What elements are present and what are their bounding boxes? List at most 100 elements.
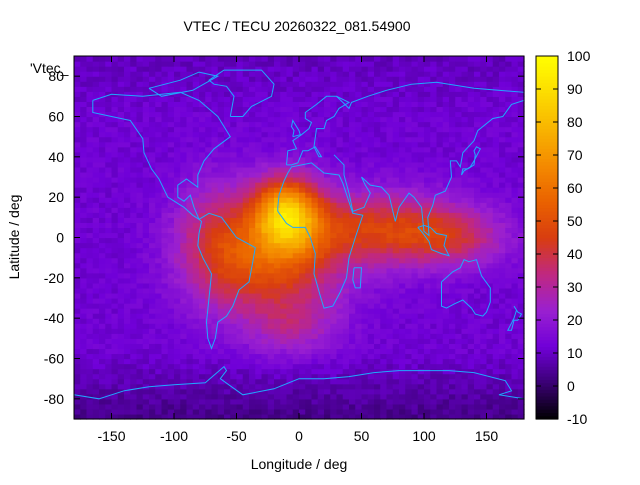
heatmap-cell bbox=[386, 242, 394, 249]
heatmap-cell bbox=[461, 313, 469, 319]
heatmap-cell bbox=[449, 232, 456, 239]
heatmap-cell bbox=[342, 76, 350, 82]
heatmap-cell bbox=[249, 81, 256, 87]
heatmap-cell bbox=[167, 207, 175, 213]
heatmap-cell bbox=[336, 383, 344, 390]
heatmap-cell bbox=[449, 126, 456, 133]
heatmap-cell bbox=[280, 182, 288, 188]
heatmap-cell bbox=[192, 227, 200, 234]
heatmap-cell bbox=[342, 393, 350, 400]
heatmap-cell bbox=[442, 161, 450, 168]
heatmap-cell bbox=[242, 363, 250, 370]
heatmap-cell bbox=[430, 348, 438, 355]
heatmap-cell bbox=[161, 146, 169, 153]
heatmap-cell bbox=[430, 313, 438, 319]
heatmap-cell bbox=[324, 403, 331, 410]
heatmap-cell bbox=[161, 227, 169, 234]
heatmap-cell bbox=[174, 171, 181, 178]
heatmap-cell bbox=[167, 308, 175, 314]
heatmap-cell bbox=[317, 202, 325, 208]
heatmap-cell bbox=[399, 272, 406, 279]
heatmap-cell bbox=[405, 146, 413, 153]
heatmap-cell bbox=[449, 222, 456, 229]
heatmap-cell bbox=[411, 343, 419, 350]
heatmap-cell bbox=[124, 171, 131, 178]
heatmap-cell bbox=[217, 333, 225, 339]
heatmap-cell bbox=[167, 171, 175, 178]
heatmap-cell bbox=[461, 146, 469, 153]
heatmap-cell bbox=[174, 292, 181, 299]
heatmap-cell bbox=[455, 242, 463, 249]
heatmap-cell bbox=[405, 303, 413, 309]
heatmap-cell bbox=[455, 166, 463, 173]
heatmap-cell bbox=[217, 272, 225, 279]
heatmap-cell bbox=[480, 171, 488, 178]
heatmap-cell bbox=[236, 257, 244, 264]
heatmap-cell bbox=[180, 413, 188, 420]
heatmap-cell bbox=[292, 343, 300, 350]
heatmap-cell bbox=[142, 166, 150, 173]
heatmap-cell bbox=[124, 247, 131, 254]
heatmap-cell bbox=[224, 151, 231, 158]
heatmap-cell bbox=[74, 313, 81, 319]
heatmap-cell bbox=[492, 378, 500, 385]
heatmap-cell bbox=[99, 192, 106, 198]
heatmap-cell bbox=[236, 277, 244, 284]
heatmap-cell bbox=[417, 96, 425, 102]
heatmap-cell bbox=[230, 131, 238, 138]
heatmap-cell bbox=[80, 91, 88, 97]
heatmap-cell bbox=[199, 378, 206, 385]
heatmap-cell bbox=[380, 91, 388, 97]
heatmap-cell bbox=[455, 262, 463, 269]
heatmap-cell bbox=[480, 247, 488, 254]
heatmap-cell bbox=[455, 247, 463, 254]
heatmap-cell bbox=[449, 398, 456, 405]
heatmap-cell bbox=[430, 121, 438, 128]
heatmap-cell bbox=[486, 207, 494, 213]
heatmap-cell bbox=[124, 378, 131, 385]
heatmap-cell bbox=[286, 227, 294, 234]
heatmap-cell bbox=[430, 333, 438, 339]
heatmap-cell bbox=[399, 277, 406, 284]
heatmap-cell bbox=[205, 398, 213, 405]
heatmap-cell bbox=[361, 403, 369, 410]
heatmap-cell bbox=[286, 328, 294, 334]
heatmap-cell bbox=[155, 187, 163, 193]
heatmap-cell bbox=[424, 408, 431, 415]
heatmap-cell bbox=[349, 106, 356, 113]
heatmap-cell bbox=[330, 182, 338, 188]
heatmap-cell bbox=[99, 91, 106, 97]
heatmap-cell bbox=[167, 192, 175, 198]
heatmap-cell bbox=[399, 91, 406, 97]
heatmap-cell bbox=[486, 202, 494, 208]
heatmap-cell bbox=[480, 91, 488, 97]
heatmap-cell bbox=[305, 61, 313, 67]
heatmap-cell bbox=[242, 247, 250, 254]
heatmap-cell bbox=[80, 388, 88, 395]
heatmap-cell bbox=[499, 207, 506, 213]
heatmap-cell bbox=[461, 56, 469, 62]
heatmap-cell bbox=[336, 398, 344, 405]
heatmap-cell bbox=[161, 262, 169, 269]
heatmap-cell bbox=[205, 166, 213, 173]
heatmap-cell bbox=[336, 333, 344, 339]
heatmap-cell bbox=[461, 282, 469, 289]
heatmap-cell bbox=[111, 56, 119, 62]
heatmap-cell bbox=[199, 202, 206, 208]
heatmap-cell bbox=[161, 71, 169, 77]
heatmap-cell bbox=[99, 277, 106, 284]
heatmap-cell bbox=[186, 292, 194, 299]
heatmap-cell bbox=[255, 348, 263, 355]
heatmap-cell bbox=[99, 197, 106, 203]
heatmap-cell bbox=[211, 166, 219, 173]
heatmap-cell bbox=[430, 171, 438, 178]
heatmap-cell bbox=[117, 66, 125, 72]
heatmap-cell bbox=[461, 111, 469, 118]
heatmap-cell bbox=[424, 313, 431, 319]
heatmap-cell bbox=[380, 126, 388, 133]
heatmap-cell bbox=[317, 378, 325, 385]
heatmap-cell bbox=[255, 257, 263, 264]
heatmap-cell bbox=[186, 61, 194, 67]
heatmap-cell bbox=[161, 187, 169, 193]
heatmap-cell bbox=[411, 222, 419, 229]
